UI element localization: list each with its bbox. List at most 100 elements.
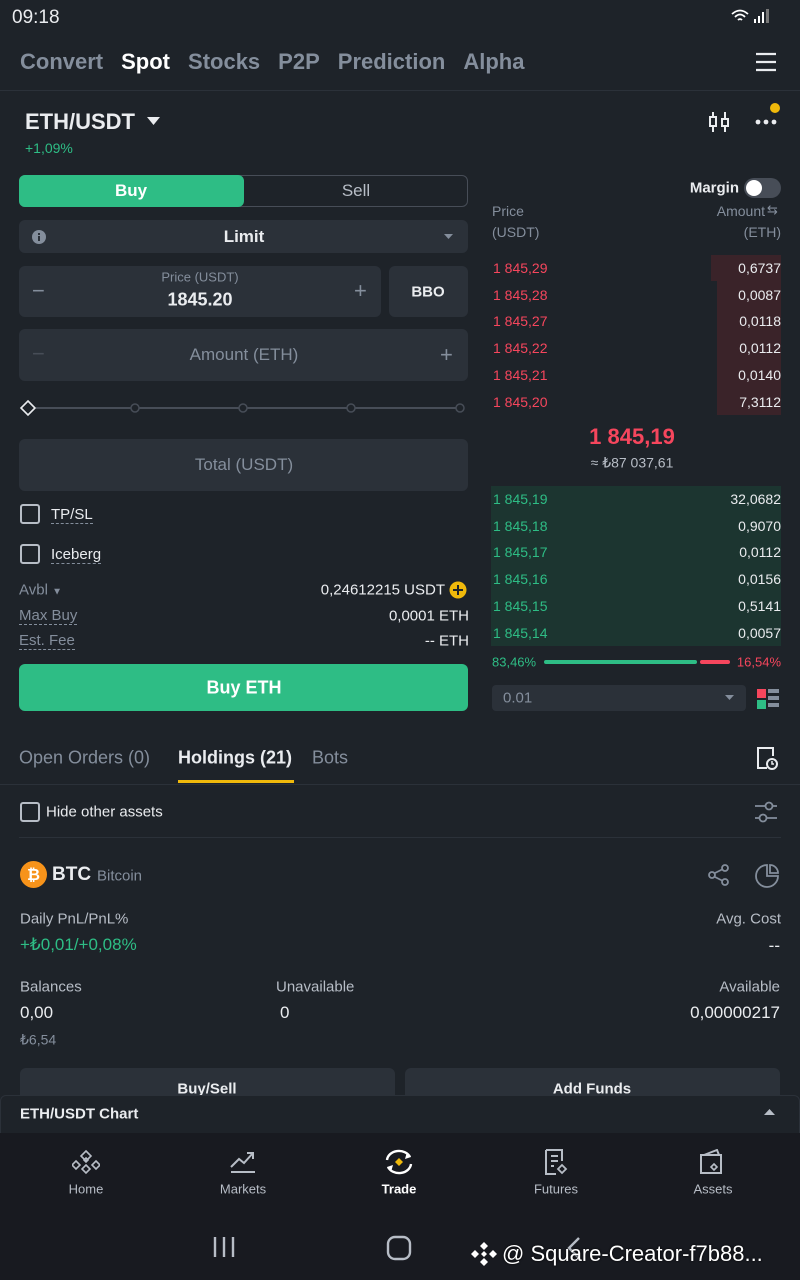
book-amount: 0,0112: [739, 544, 781, 561]
iceberg-label: Iceberg: [51, 546, 102, 564]
tpsl-checkbox[interactable]: [20, 504, 40, 524]
info-label[interactable]: Avbl ▼: [19, 581, 62, 599]
avg-cost-label: Avg. Cost: [716, 910, 781, 928]
tab[interactable]: Stocks: [188, 49, 261, 74]
book-amount: 0,5141: [738, 597, 781, 614]
total-input[interactable]: [19, 439, 468, 491]
asset-name: Bitcoin: [97, 867, 143, 885]
back-button[interactable]: [566, 1236, 582, 1260]
nav-icon[interactable]: [72, 1149, 100, 1177]
pnl-label: Daily PnL/PnL%: [20, 910, 129, 928]
pnl-analysis-button[interactable]: [754, 863, 780, 889]
share-button[interactable]: [707, 863, 731, 887]
precision: 0.01: [503, 689, 533, 707]
depth-bar: [711, 254, 781, 282]
add-funds-icon[interactable]: [449, 581, 467, 599]
submit-button[interactable]: [19, 664, 468, 711]
book-price: 1 845,28: [493, 286, 548, 303]
available: 0,00000217: [690, 1003, 780, 1022]
tab-underline: [178, 780, 294, 783]
pair-name[interactable]: ETH/USDT: [25, 109, 135, 134]
tab[interactable]: Holdings (21): [178, 747, 293, 768]
total-placeholder: Total (USDT): [194, 455, 294, 474]
depth-bar: [491, 565, 781, 593]
tab[interactable]: Convert: [20, 49, 104, 74]
more-button[interactable]: [754, 102, 782, 130]
book-amount: 0,0140: [738, 366, 781, 383]
history-button[interactable]: [755, 746, 779, 772]
hide-assets-checkbox[interactable]: [20, 802, 40, 822]
price-minus[interactable]: −: [32, 278, 45, 303]
depth-bar: [491, 619, 781, 646]
watermark-logo: [471, 1242, 497, 1266]
info-value: 0,24612215 USDT: [320, 581, 445, 599]
precision-select[interactable]: [492, 685, 746, 711]
amount-unit: (ETH): [743, 224, 781, 240]
info-label: Est. Fee: [19, 632, 75, 650]
book-layout-button[interactable]: [757, 688, 779, 710]
book-price: 1 845,17: [493, 544, 548, 561]
nav-icon[interactable]: [229, 1149, 257, 1175]
nav-icon[interactable]: [699, 1149, 727, 1175]
book-amount: 0,9070: [738, 517, 781, 534]
status-icons: [731, 9, 769, 23]
asset-symbol[interactable]: BTC: [52, 864, 92, 885]
amount-input[interactable]: [19, 329, 468, 381]
amount-minus[interactable]: −: [32, 341, 45, 366]
tab[interactable]: Open Orders (0): [19, 747, 151, 768]
amount-slider[interactable]: [18, 398, 470, 418]
order-type-select[interactable]: [19, 220, 468, 253]
book-price: 1 845,20: [493, 393, 548, 410]
price-plus[interactable]: +: [354, 278, 367, 303]
nav-label[interactable]: Assets: [693, 1181, 733, 1197]
margin-toggle[interactable]: [744, 178, 781, 198]
button-label: Buy/Sell: [177, 1080, 237, 1098]
iceberg-checkbox[interactable]: [20, 544, 40, 564]
sell-tab-label[interactable]: Sell: [341, 181, 371, 200]
book-price: 1 845,27: [493, 313, 548, 330]
bbo-label: BBO: [411, 283, 445, 301]
depth-bar: [491, 485, 781, 513]
price-label: Price (USDT): [161, 269, 239, 285]
amount-plus[interactable]: +: [440, 342, 453, 367]
chart-icon[interactable]: [707, 110, 731, 134]
tab[interactable]: Bots: [312, 747, 349, 768]
buy-tab[interactable]: [19, 175, 244, 207]
recents-button[interactable]: [212, 1236, 236, 1258]
book-amount: 0,0057: [738, 624, 781, 641]
depth-bar: [717, 361, 781, 389]
nav-label[interactable]: Trade: [381, 1181, 417, 1197]
dropdown-arrow: [725, 695, 734, 700]
chart-bar[interactable]: [0, 1095, 800, 1134]
pair-change: +1,09%: [25, 140, 73, 156]
pair-dropdown[interactable]: [147, 117, 160, 126]
tab[interactable]: Alpha: [463, 49, 525, 74]
home-button[interactable]: [386, 1235, 412, 1261]
tab[interactable]: Prediction: [337, 49, 446, 74]
nav-icon[interactable]: [383, 1148, 415, 1176]
depth-bar: [491, 539, 781, 566]
amount-toggle-icon[interactable]: ⇆: [767, 202, 778, 217]
tab[interactable]: Spot: [121, 49, 171, 74]
tab[interactable]: P2P: [278, 49, 320, 74]
book-amount: 0,0087: [738, 286, 781, 303]
price-input[interactable]: [19, 266, 381, 317]
balances-fiat: ₺6,54: [20, 1031, 57, 1048]
book-price: 1 845,21: [493, 366, 548, 383]
nav-label[interactable]: Markets: [219, 1181, 267, 1197]
bbo-button[interactable]: [389, 266, 468, 317]
book-amount: 0,0118: [739, 313, 781, 330]
price-header: Price: [492, 203, 524, 219]
nav-icon[interactable]: [543, 1148, 569, 1176]
filter-button[interactable]: [754, 800, 778, 824]
available-label: Available: [719, 978, 780, 996]
depth-bar: [717, 308, 781, 335]
watermark: @ Square-Creator-f7b88...: [502, 1241, 763, 1266]
menu-button[interactable]: [755, 51, 777, 73]
nav-label[interactable]: Futures: [533, 1181, 579, 1197]
nav-label[interactable]: Home: [68, 1181, 104, 1197]
balances: 0,00: [20, 1003, 54, 1022]
info-label: Max Buy: [19, 607, 78, 625]
top-tabs: Convert Spot Stocks P2P Prediction Alpha: [20, 49, 542, 75]
